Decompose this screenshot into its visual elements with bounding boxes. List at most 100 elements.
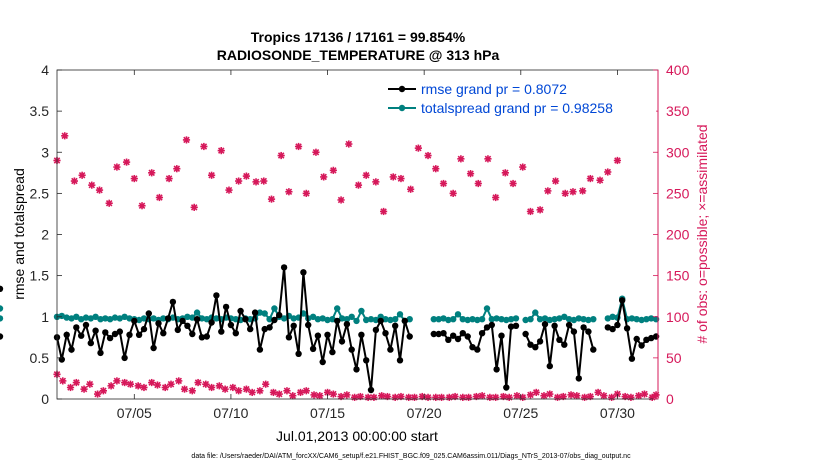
obs-possible-point (536, 206, 544, 214)
rmse-point (614, 321, 621, 329)
totalspread-point (0, 305, 4, 312)
rmse-point (111, 330, 119, 338)
totalspread-point (464, 316, 471, 324)
x-tick-label: 07/25 (503, 405, 538, 421)
totalspread-point (232, 316, 239, 323)
totalspread-point (334, 305, 341, 312)
rmse-point (179, 317, 186, 325)
rmse-point (353, 366, 360, 373)
totalspread-point (454, 311, 462, 318)
obs-assimilated-point (526, 391, 535, 399)
rmse-point (565, 321, 573, 329)
obs-assimilated-point (586, 392, 594, 401)
totalspread-point (271, 305, 278, 312)
obs-possible-point (337, 196, 345, 204)
totalspread-point (73, 313, 80, 320)
totalspread-point (522, 316, 529, 324)
y-left-tick-label: 2 (41, 227, 49, 243)
rmse-point (140, 325, 148, 333)
totalspread-point (198, 315, 206, 322)
totalspread-point (585, 316, 592, 324)
rmse-point (164, 315, 172, 322)
rmse-point (334, 317, 341, 325)
obs-possible-point (466, 170, 475, 178)
totalspread-point (532, 309, 539, 316)
plot-area (57, 70, 658, 399)
totalspread-point (648, 315, 655, 322)
rmse-point (285, 334, 293, 341)
obs-assimilated-point (465, 393, 473, 401)
totalspread-point (372, 316, 380, 324)
obs-assimilated-point (80, 385, 88, 393)
rmse-point (82, 321, 90, 329)
obs-possible-point (474, 179, 482, 188)
totalspread-point (121, 313, 128, 320)
obs-assimilated-point (540, 392, 548, 400)
totalspread-point (396, 311, 404, 318)
obs-assimilated-point (188, 387, 196, 395)
y-right-tick-label: 50 (666, 350, 682, 366)
obs-assimilated-point (594, 388, 602, 397)
obs-possible-point (561, 189, 569, 197)
rmse-point (300, 269, 307, 276)
obs-possible-point (105, 199, 113, 207)
rmse-point (97, 349, 104, 357)
y-left-tick-label: 3 (41, 144, 49, 160)
rmse-point (512, 322, 520, 329)
obs-assimilated-point (621, 392, 629, 401)
obs-assimilated-point (215, 382, 223, 390)
obs-possible-point (312, 148, 320, 156)
y-left-tick-label: 1 (41, 309, 49, 325)
obs-assimilated-point (242, 385, 250, 393)
totalspread-point (256, 309, 264, 316)
rmse-point (324, 331, 331, 338)
rmse-point (203, 333, 210, 340)
totalspread-point (126, 315, 133, 322)
obs-assimilated-point (370, 393, 378, 401)
y-right-tick-label: 150 (666, 268, 690, 284)
totalspread-point (512, 315, 520, 322)
obs-assimilated-point (72, 378, 80, 387)
obs-assimilated-point (221, 385, 229, 393)
totalspread-point (440, 315, 447, 322)
obs-assimilated-point (553, 393, 562, 401)
obs-possible-point (294, 142, 303, 151)
rmse-point (401, 317, 408, 325)
rmse-point (247, 325, 254, 333)
obs-possible-point (95, 186, 104, 194)
rmse-point (483, 324, 491, 331)
totalspread-point (609, 313, 616, 320)
totalspread-point (343, 316, 351, 323)
obs-assimilated-point (256, 387, 264, 395)
rmse-point (251, 309, 259, 316)
obs-possible-point (70, 177, 78, 185)
rmse-point (126, 331, 133, 338)
totalspread-point (140, 315, 148, 322)
rmse-point (102, 329, 109, 336)
totalspread-point (469, 316, 476, 323)
obs-possible-point (277, 151, 285, 160)
totalspread-point (561, 313, 568, 320)
totalspread-point (483, 305, 491, 312)
obs-possible-point (61, 132, 69, 140)
totalspread-point (493, 315, 500, 322)
obs-possible-point (526, 207, 535, 216)
totalspread-point (488, 316, 495, 323)
totalspread-point (638, 316, 645, 324)
obs-assimilated-point (153, 381, 162, 389)
axes-group: 07/05 07/10 07/15 07/20 07/25 07/30 0 0.5 1 1.5 2 2… (30, 62, 690, 421)
rmse-point (63, 331, 70, 338)
y-right-tick-label: 250 (666, 185, 690, 201)
rmse-point (623, 325, 631, 332)
rmse-point (469, 344, 476, 351)
obs-assimilated-point (580, 393, 589, 401)
totalspread-point (319, 315, 326, 322)
rmse-point (392, 322, 399, 329)
rmse-point (551, 322, 558, 329)
rmse-point (556, 336, 563, 343)
y-right-tick-label: 350 (666, 103, 690, 119)
obs-possible-point (88, 181, 96, 189)
totalspread-point (382, 316, 389, 323)
obs-possible-point (544, 187, 552, 195)
